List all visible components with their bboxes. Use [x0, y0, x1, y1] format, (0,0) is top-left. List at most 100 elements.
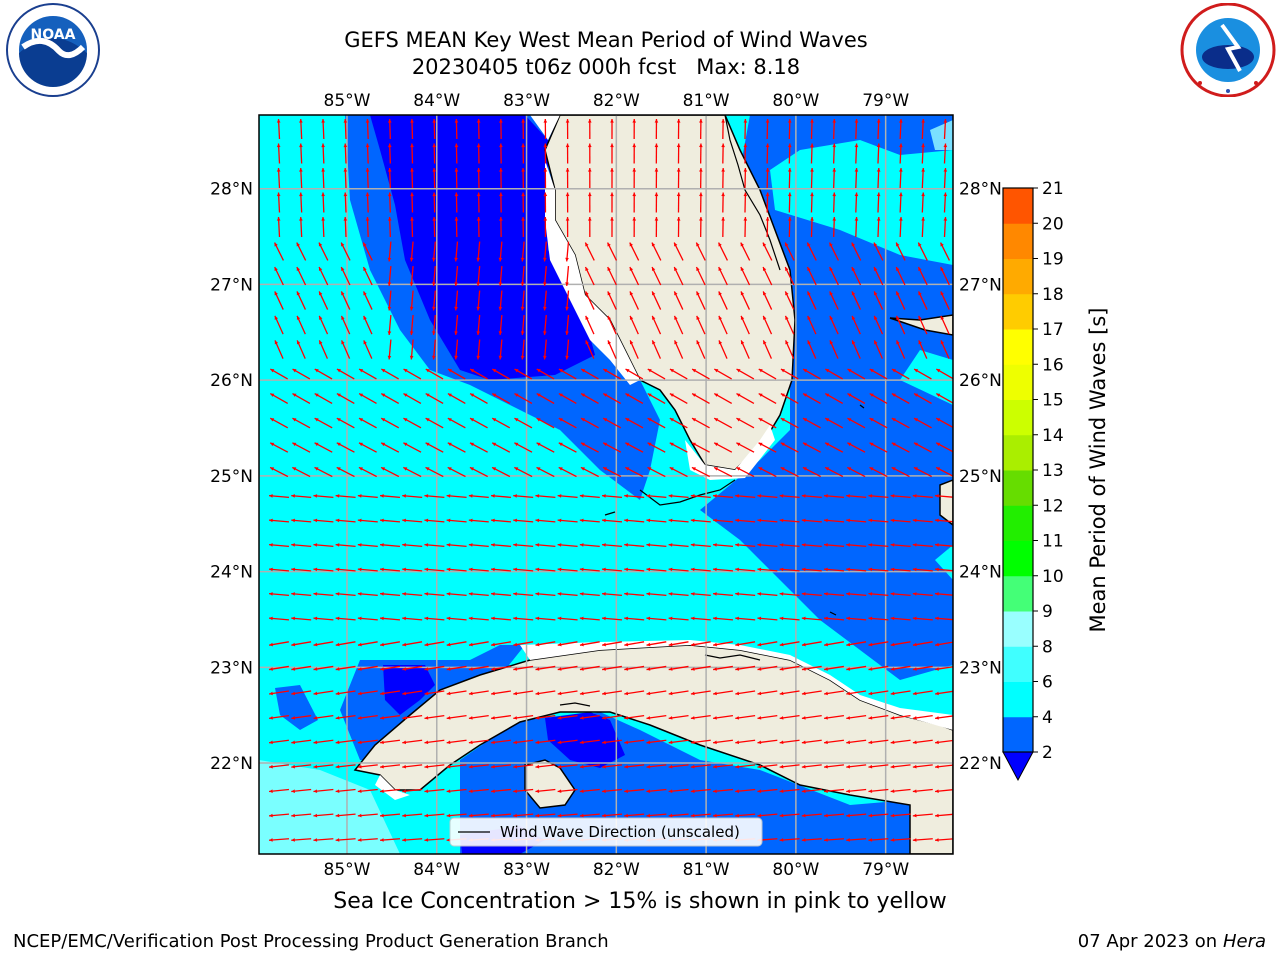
wave-arrow [846, 567, 867, 572]
wave-arrow [712, 494, 734, 499]
wave-arrow [424, 739, 445, 745]
wave-arrow [851, 266, 862, 286]
wave-arrow [851, 315, 861, 335]
land [353, 115, 953, 854]
wave-arrow [490, 813, 512, 818]
wave-arrow [646, 616, 667, 621]
wave-arrow [873, 315, 884, 335]
wave-arrow [379, 739, 401, 745]
wave-arrow [758, 417, 777, 429]
nodata-mask [375, 115, 953, 800]
wave-arrow [432, 339, 436, 360]
wave-arrow [696, 340, 706, 359]
wave-arrow [579, 690, 600, 696]
colorbar-segment [1003, 434, 1033, 471]
wave-arrow [757, 543, 778, 548]
wave-arrow [847, 442, 866, 453]
wave-arrow [490, 567, 512, 572]
wave-arrow [646, 567, 667, 572]
wave-arrow [601, 788, 623, 793]
lat-label-left: 25°N [210, 467, 253, 487]
wave-arrow [336, 466, 355, 478]
wave-arrow [765, 192, 770, 213]
wave-arrow [713, 417, 733, 429]
wave-arrow [891, 393, 910, 404]
colorbar-tick-label: 16 [1042, 355, 1064, 375]
wave-arrow [607, 340, 617, 359]
wave-arrow [712, 813, 734, 818]
wave-arrow [935, 442, 953, 453]
lat-labels-right: 28°N 27°N 26°N 25°N 24°N 23°N 22°N [959, 180, 1002, 774]
colorbar-tick-label: 14 [1042, 426, 1064, 446]
wave-arrow [402, 690, 423, 696]
wave-arrow [646, 788, 667, 793]
wave-arrow [913, 417, 932, 429]
wave-arrow [313, 788, 334, 793]
wave-arrow [513, 518, 534, 523]
wave-arrow [912, 788, 933, 793]
wave-arrow [468, 813, 489, 818]
wave-arrow [579, 813, 600, 818]
wave-arrow [579, 715, 600, 720]
wave-arrow [291, 739, 312, 745]
wave-arrow [806, 291, 817, 310]
wave-arrow [446, 641, 467, 647]
wave-arrow [432, 192, 437, 213]
wave-arrow [358, 466, 377, 478]
wave-arrow [869, 393, 888, 404]
wave-arrow [868, 543, 889, 548]
wave-arrow [387, 339, 392, 360]
wave-arrow [454, 216, 459, 238]
wave-arrow [336, 442, 355, 453]
wave-arrow [823, 567, 845, 572]
wave-arrow [940, 291, 950, 310]
lon-label-top: 85°W [324, 91, 371, 111]
wave-arrow [712, 788, 734, 793]
wave-arrow [535, 715, 556, 720]
wave-arrow [380, 417, 400, 429]
wave-arrow [912, 592, 933, 597]
wave-arrow [632, 143, 637, 164]
wave-arrow [895, 266, 906, 286]
wave-arrow [402, 616, 423, 621]
wave-arrow [629, 315, 639, 335]
wave-arrow [557, 690, 578, 696]
wave-arrow [943, 118, 948, 140]
wave-arrow [580, 466, 599, 478]
wave-arrow [579, 494, 600, 499]
wave-arrow [321, 192, 325, 213]
wave-arrow [269, 641, 289, 647]
wave-arrow [274, 315, 284, 335]
wave-arrow [402, 494, 423, 499]
wave-arrow [735, 641, 756, 647]
wave-arrow [802, 393, 821, 404]
wave-arrow [823, 788, 845, 793]
wave-arrow [647, 393, 666, 404]
wave-arrow [602, 690, 622, 696]
wave-arrow [757, 518, 778, 523]
wave-arrow [476, 143, 481, 164]
wave-arrow [513, 665, 534, 671]
wave-arrow [268, 494, 290, 499]
wave-arrow [602, 466, 622, 478]
wave-arrow [602, 417, 622, 429]
wave-arrow [558, 417, 577, 429]
wave-arrow [847, 368, 866, 380]
lon-labels-bottom: 85°W 84°W 83°W 82°W 81°W 80°W 79°W [324, 860, 910, 880]
lon-label-bottom: 81°W [683, 860, 730, 880]
wave-arrow [513, 813, 534, 818]
wave-arrow [425, 466, 444, 478]
wave-arrow [912, 641, 933, 647]
wave-arrow [491, 442, 511, 453]
wave-arrow [869, 466, 888, 478]
wave-arrow [868, 567, 889, 572]
wave-arrow [823, 739, 845, 745]
wave-arrow [936, 368, 953, 380]
wave-arrow [446, 616, 467, 621]
wave-arrow [824, 393, 844, 404]
wave-arrow [743, 167, 748, 189]
wave-arrow [757, 567, 778, 572]
wave-arrow [536, 368, 555, 380]
wave-arrow [899, 143, 903, 164]
wave-arrow [580, 393, 599, 404]
